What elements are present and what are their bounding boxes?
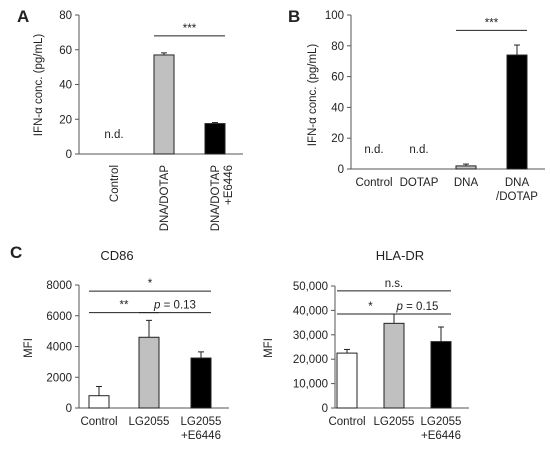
y-axis-label: MFI — [23, 338, 35, 358]
x-tick-label: Control — [328, 416, 365, 428]
y-tick-label: 10,000 — [293, 379, 328, 391]
y-tick-label: 20 — [59, 114, 72, 126]
bar — [383, 322, 405, 409]
x-tick-label-line: DNA/DOTAP — [210, 165, 222, 232]
y-axis-label: IFN-α conc. (pg/mL) — [33, 34, 45, 137]
y-tick-label: 80 — [59, 10, 72, 22]
x-tick-label: LG2055 — [129, 416, 170, 428]
y-tick-label: 0 — [338, 164, 344, 176]
y-tick-label: 2000 — [46, 372, 72, 384]
x-tick-label: DNA/DOTAP+E6446 — [210, 165, 235, 232]
chart-title: HLA-DR — [376, 248, 424, 263]
x-tick-label-line: LG2055 — [129, 416, 170, 428]
x-tick-label-line: Control — [109, 165, 121, 202]
x-tick-label: Control — [80, 416, 117, 428]
chart-panel-1: A 0 20 40 60 80 IFN-α conc. (pg/mL) n.d. Control… — [17, 7, 243, 231]
y-tick-label: 40 — [331, 102, 344, 114]
x-tick-label-line: LG2055 — [181, 416, 222, 428]
significance-label: *** — [485, 17, 499, 29]
significance-label: p = 0.15 — [396, 301, 439, 313]
bar — [430, 341, 452, 409]
x-tick-label: DNA/DOTAP — [496, 177, 538, 203]
y-tick-label: 30,000 — [293, 330, 328, 342]
x-tick-label: Control — [355, 177, 392, 189]
x-tick-label-line: +E6446 — [181, 430, 221, 442]
panel-letter: C — [10, 243, 22, 262]
bar — [506, 54, 528, 170]
x-tick-label: LG2055 — [374, 416, 415, 428]
y-tick-label: 80 — [331, 41, 344, 53]
significance-p: p — [396, 301, 404, 313]
chart-panel-4: HLA-DR 0 10,000 20,000 30,000 40,000 50,000 MFI… — [263, 248, 469, 442]
y-tick-label: 40,000 — [293, 305, 328, 317]
x-tick-label: LG2055 +E6446 — [181, 416, 222, 442]
x-tick-label: Control — [109, 165, 121, 202]
bar — [455, 165, 477, 170]
y-tick-label: 60 — [59, 45, 72, 57]
significance-label: ** — [120, 300, 129, 312]
x-tick-label-line: DNA — [454, 177, 479, 189]
x-tick-label-line: Control — [328, 416, 365, 428]
y-tick-label: 40 — [59, 80, 72, 92]
x-tick-label-line: +E6446 — [421, 430, 461, 442]
chart-panel-2: B 0 20 40 60 80 100 IFN-α conc. (pg/mL) n.d. Cont… — [288, 7, 545, 203]
x-tick-label: DOTAP — [400, 177, 439, 189]
nd-label: n.d. — [104, 129, 123, 141]
y-tick-label: 20 — [331, 133, 344, 145]
bar — [138, 336, 160, 409]
bar — [204, 123, 226, 155]
y-axis-label: IFN-α conc. (pg/mL) — [307, 44, 319, 147]
x-tick-label-line: +E6446 — [223, 165, 235, 205]
x-tick-label-line: LG2055 — [374, 416, 415, 428]
y-tick-label: 0 — [66, 403, 72, 415]
x-tick-label-line: DNA/DOTAP — [159, 165, 171, 232]
significance-label: *** — [183, 23, 197, 35]
x-tick-label-line: Control — [355, 177, 392, 189]
bar — [190, 357, 212, 409]
y-tick-label: 60 — [331, 72, 344, 84]
y-tick-label: 20,000 — [293, 354, 328, 366]
y-tick-label: 0 — [66, 149, 72, 161]
y-tick-label: 6000 — [46, 311, 72, 323]
significance-label: * — [368, 301, 373, 313]
panel-letter: A — [17, 7, 29, 26]
x-tick-label: DNA/DOTAP — [159, 165, 171, 232]
panel-letter: B — [288, 7, 300, 26]
x-tick-label-line: LG2055 — [421, 416, 462, 428]
x-tick-label-line: DOTAP — [400, 177, 439, 189]
significance-value: = 0.13 — [160, 300, 196, 312]
nd-label: n.d. — [409, 144, 428, 156]
significance-label: * — [148, 278, 153, 290]
y-axis-label: MFI — [263, 338, 275, 358]
y-tick-label: 100 — [325, 10, 344, 22]
significance-label: p = 0.13 — [153, 300, 196, 312]
y-tick-label: 50,000 — [293, 281, 328, 293]
bar — [153, 54, 175, 155]
significance-value: = 0.15 — [403, 301, 439, 313]
x-tick-label-line: DNA — [505, 177, 530, 189]
x-tick-label: LG2055 +E6446 — [421, 416, 462, 442]
bar — [336, 352, 358, 409]
x-tick-label: DNA — [454, 177, 479, 189]
y-tick-label: 0 — [322, 403, 328, 415]
x-tick-label-line: Control — [80, 416, 117, 428]
significance-p: p — [153, 300, 161, 312]
nd-label: n.d. — [364, 144, 383, 156]
bar — [88, 395, 110, 409]
y-tick-label: 8000 — [46, 280, 72, 292]
significance-label: n.s. — [385, 278, 404, 290]
x-tick-label-line: /DOTAP — [496, 191, 538, 203]
y-tick-label: 4000 — [46, 342, 72, 354]
chart-title: CD86 — [100, 248, 133, 263]
